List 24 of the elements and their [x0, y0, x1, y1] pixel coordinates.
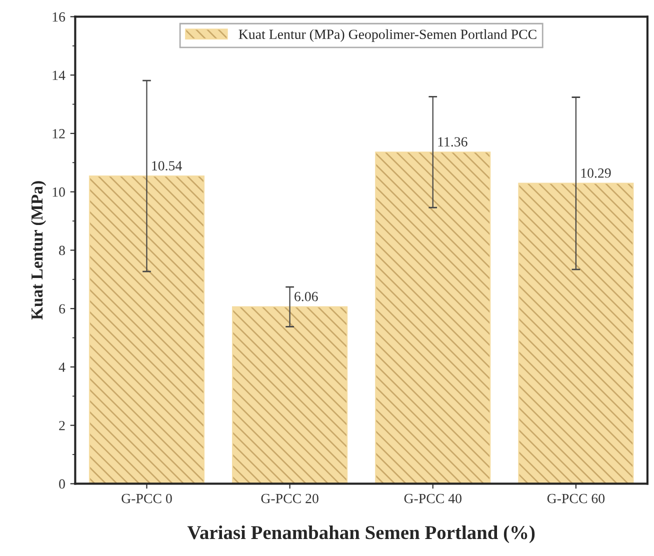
x-axis-title: Variasi Penambahan Semen Portland (%) [187, 525, 535, 544]
y-tick-label: 6 [59, 304, 66, 314]
data-label: 6.06 [294, 292, 318, 302]
x-tick-label: G-PCC 0 [122, 494, 172, 504]
bar [518, 182, 634, 484]
bar [375, 152, 491, 484]
x-tick-label: G-PCC 20 [261, 494, 318, 504]
x-tick-label: G-PCC 40 [404, 494, 462, 504]
y-tick-label: 0 [59, 479, 65, 489]
y-tick-label: 8 [59, 246, 65, 256]
data-label: 10.29 [581, 168, 611, 178]
x-tick-label: G-PCC 60 [547, 494, 605, 504]
y-tick-label: 14 [52, 70, 66, 80]
bar [232, 306, 348, 484]
y-axis-title: Kuat Lentur (MPa) [30, 181, 46, 320]
bar [88, 176, 205, 484]
y-tick-label: 4 [58, 362, 66, 372]
y-tick-label: 16 [52, 12, 66, 22]
y-tick-label: 12 [52, 129, 65, 138]
data-label: 10.54 [152, 161, 182, 171]
data-label: 11.36 [438, 137, 468, 147]
legend-label: Kuat Lentur (MPa) Geopolimer-Semen Portland PCC [238, 29, 536, 42]
y-tick-label: 10 [52, 187, 65, 197]
y-tick-label: 2 [59, 420, 65, 430]
